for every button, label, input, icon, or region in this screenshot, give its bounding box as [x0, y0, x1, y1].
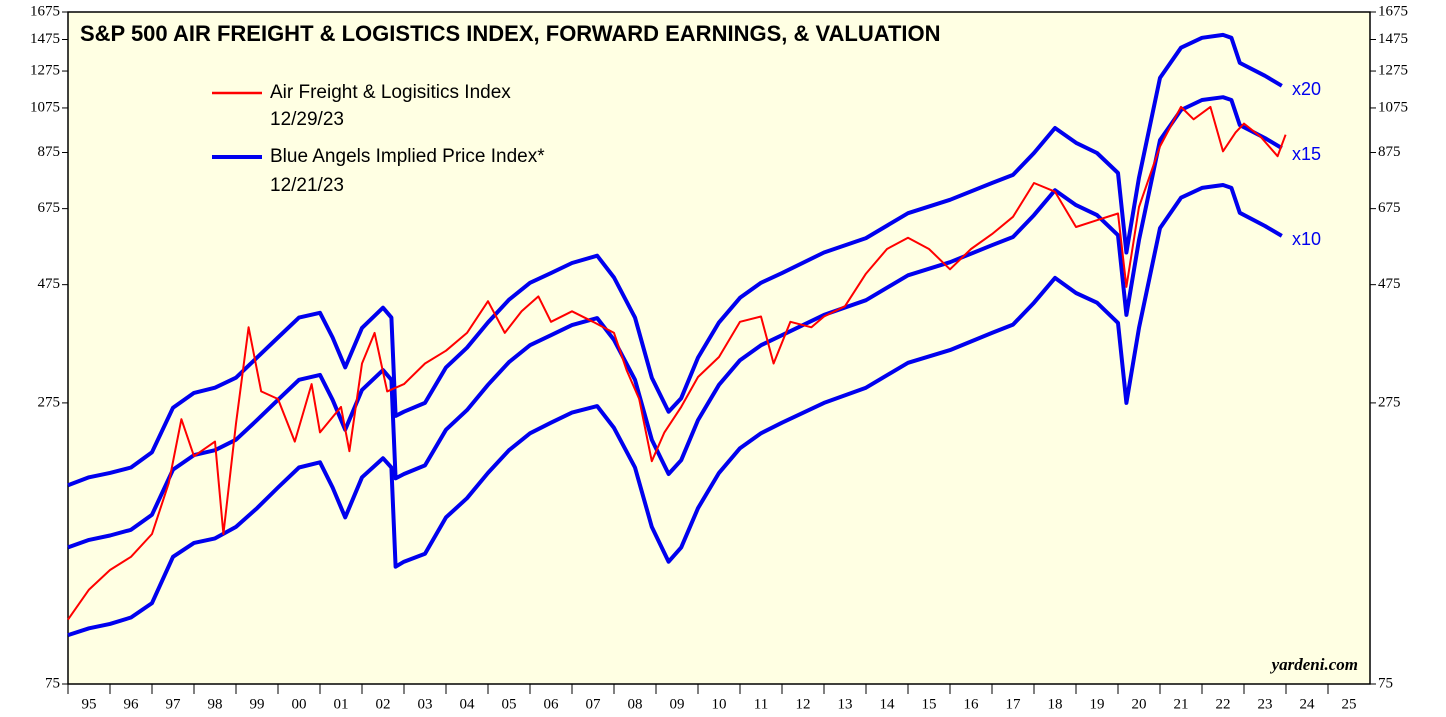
legend-label: Blue Angels Implied Price Index* [270, 146, 545, 167]
x-tick-label: 98 [208, 696, 223, 712]
series-line [67, 105, 1287, 621]
x-tick-label: 10 [712, 696, 727, 712]
x-tick-label: 11 [754, 696, 768, 712]
y2-tick-label: 1075 [1378, 99, 1408, 115]
legend-date: 12/21/23 [270, 175, 344, 196]
x-tick-label: 97 [166, 696, 182, 712]
y-tick-label: 1675 [30, 3, 60, 19]
chart-title: S&P 500 AIR FREIGHT & LOGISTICS INDEX, F… [80, 21, 941, 46]
x-tick-label: 17 [1006, 696, 1022, 712]
x-tick-label: 03 [418, 696, 433, 712]
x-tick-label: 95 [82, 696, 97, 712]
y2-tick-label: 475 [1378, 276, 1401, 292]
y2-tick-label: 1475 [1378, 31, 1408, 47]
y-tick-label: 1475 [30, 31, 60, 47]
x-tick-label: 21 [1174, 696, 1189, 712]
x-tick-label: 14 [880, 696, 896, 712]
y-tick-label: 75 [45, 675, 60, 691]
y-tick-label: 1075 [30, 99, 60, 115]
y2-tick-label: 675 [1378, 200, 1401, 216]
series-line [67, 32, 1283, 488]
x-tick-label: 22 [1216, 696, 1231, 712]
legend-date: 12/29/23 [270, 109, 344, 130]
x-tick-label: 07 [586, 696, 602, 712]
annotation: x15 [1292, 144, 1321, 164]
x-tick-label: 12 [796, 696, 811, 712]
y-tick-label: 1275 [30, 62, 60, 78]
x-tick-label: 13 [838, 696, 853, 712]
series-line [67, 183, 1283, 638]
x-tick-label: 25 [1342, 696, 1357, 712]
x-tick-label: 20 [1132, 696, 1147, 712]
x-tick-label: 99 [250, 696, 265, 712]
x-tick-label: 04 [460, 696, 476, 712]
series-line [67, 95, 1283, 550]
x-tick-label: 23 [1258, 696, 1273, 712]
x-tick-label: 00 [292, 696, 307, 712]
plot-area [67, 11, 1371, 685]
y2-tick-label: 275 [1378, 394, 1401, 410]
y2-tick-label: 75 [1378, 675, 1393, 691]
x-tick-label: 18 [1048, 696, 1063, 712]
legend-label: Air Freight & Logisitics Index [270, 82, 511, 103]
y-tick-label: 275 [38, 394, 61, 410]
y2-tick-label: 875 [1378, 144, 1401, 160]
y2-tick-label: 1275 [1378, 62, 1408, 78]
x-tick-label: 16 [964, 696, 980, 712]
x-tick-label: 19 [1090, 696, 1105, 712]
x-tick-label: 01 [334, 696, 349, 712]
x-tick-label: 02 [376, 696, 391, 712]
y2-tick-label: 1675 [1378, 3, 1408, 19]
y-tick-label: 475 [38, 276, 61, 292]
x-tick-label: 15 [922, 696, 937, 712]
x-tick-label: 05 [502, 696, 517, 712]
x-tick-label: 06 [544, 696, 560, 712]
source: yardeni.com [1270, 655, 1358, 674]
x-tick-label: 96 [124, 696, 140, 712]
y-tick-label: 875 [38, 144, 61, 160]
x-tick-label: 09 [670, 696, 685, 712]
annotation: x10 [1292, 229, 1321, 249]
annotation: x20 [1292, 79, 1321, 99]
x-tick-label: 08 [628, 696, 643, 712]
y-tick-label: 675 [38, 200, 61, 216]
x-tick-label: 24 [1300, 696, 1316, 712]
